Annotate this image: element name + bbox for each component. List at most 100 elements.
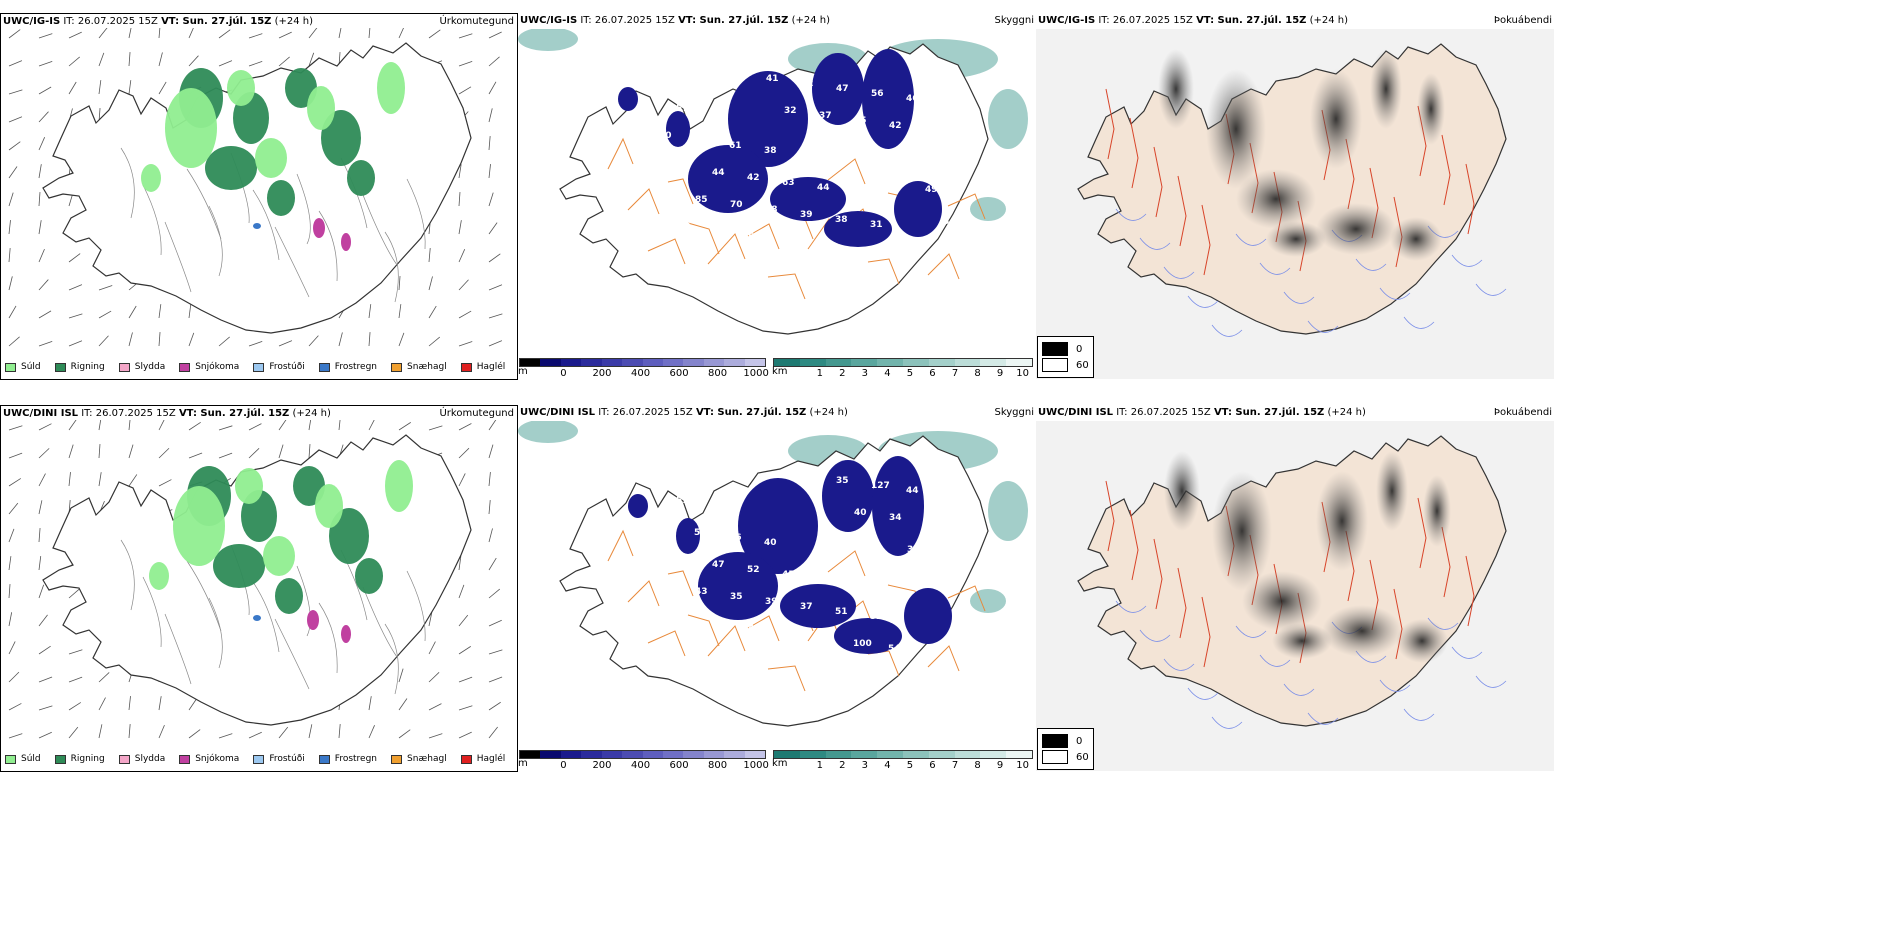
colorbar-tick-label: 10 bbox=[1016, 760, 1029, 771]
road-line bbox=[867, 258, 900, 285]
wind-barb bbox=[368, 696, 372, 711]
road-line bbox=[947, 585, 986, 612]
road-line bbox=[927, 253, 960, 280]
wind-barb bbox=[158, 724, 165, 739]
wind-barb bbox=[68, 726, 79, 739]
visibility-value: 47 bbox=[836, 84, 849, 94]
legend-label: Snæhagl bbox=[407, 754, 447, 764]
legend-label: Frostúði bbox=[269, 754, 305, 764]
colorbar-ticks: 0 200 400 600 800 1000 bbox=[519, 759, 769, 772]
wind-barb bbox=[458, 310, 472, 319]
fog-legend-row: 0 bbox=[1042, 734, 1089, 748]
visibility-value: 70 bbox=[730, 200, 743, 210]
road-line bbox=[627, 188, 660, 215]
fog-area bbox=[1272, 623, 1332, 659]
visibility-value: 36 bbox=[731, 259, 744, 269]
fog-area bbox=[1417, 73, 1445, 145]
fog-area bbox=[1266, 221, 1326, 257]
river-line bbox=[1379, 287, 1411, 300]
fog-area bbox=[1310, 69, 1362, 169]
wind-barb bbox=[158, 52, 163, 67]
wind-barb bbox=[68, 313, 83, 319]
legend-label: Rigning bbox=[70, 362, 105, 372]
wind-barb bbox=[308, 420, 312, 431]
wind-barb bbox=[38, 448, 50, 459]
visibility-km-colorbar: km 1 2 3 4 5 6 7 8 9 10 bbox=[772, 750, 1033, 772]
visibility-value: 39 bbox=[837, 143, 850, 153]
wind-barb bbox=[68, 676, 83, 683]
river-line bbox=[406, 570, 426, 642]
fog-legend-swatch bbox=[1042, 750, 1068, 764]
wind-barb bbox=[68, 253, 81, 263]
colorbar-tick-label: 600 bbox=[669, 368, 689, 379]
wind-barb bbox=[128, 444, 134, 459]
wind-barb bbox=[248, 33, 263, 39]
precip-area bbox=[347, 160, 375, 196]
legend-swatch bbox=[318, 754, 330, 764]
visibility-value: 47 bbox=[872, 148, 885, 158]
river-line bbox=[142, 184, 162, 256]
river-line bbox=[1307, 712, 1339, 725]
road-line bbox=[1153, 146, 1163, 218]
wind-barb bbox=[98, 420, 102, 431]
wind-barb bbox=[428, 703, 442, 711]
river-line bbox=[164, 221, 192, 293]
visibility-m-area bbox=[728, 71, 808, 167]
wind-barb bbox=[488, 676, 503, 683]
wind-barb bbox=[8, 192, 14, 207]
wind-barb bbox=[428, 612, 433, 627]
fog-area bbox=[1370, 49, 1402, 129]
visibility-value: 38 bbox=[764, 146, 777, 156]
wind-barb bbox=[488, 136, 491, 151]
road-line bbox=[647, 630, 686, 657]
colorbar-swatches bbox=[773, 358, 1033, 367]
precip-type-legend: Súld Rigning Slydda Snjókoma Frostúði Frostre… bbox=[5, 362, 517, 372]
wind-barb bbox=[488, 192, 494, 207]
road-line bbox=[827, 550, 866, 577]
legend-swatch bbox=[179, 362, 191, 372]
visibility-value: 53 bbox=[694, 528, 707, 538]
road-line bbox=[927, 645, 960, 672]
wind-barb bbox=[128, 332, 133, 347]
wind-barb bbox=[458, 731, 472, 739]
fog-legend-label: 60 bbox=[1076, 359, 1089, 371]
precip-area bbox=[377, 62, 405, 114]
fog-legend-swatch bbox=[1042, 734, 1068, 748]
wind-barb bbox=[398, 332, 405, 347]
colorbar-swatches bbox=[519, 358, 766, 367]
panel-title: Skyggni bbox=[994, 15, 1034, 26]
wind-barb bbox=[488, 444, 494, 459]
wind-barb bbox=[428, 336, 441, 347]
wind-barb bbox=[128, 420, 131, 431]
visibility-value: 46 bbox=[906, 94, 919, 104]
visibility-map: 53 66 38 44 31 39 57 61 63 38 48 36 64 42 39 43 46 70 44 38… bbox=[518, 29, 1028, 335]
colorbar-tick-label: 1000 bbox=[743, 760, 769, 771]
wind-barb bbox=[368, 28, 371, 39]
wind-barb bbox=[8, 166, 18, 179]
visibility-m-area bbox=[812, 53, 864, 125]
colorbar-tick-label: 9 bbox=[996, 368, 1004, 379]
river-line bbox=[208, 205, 223, 277]
precip-area bbox=[235, 468, 263, 504]
visibility-km-area bbox=[988, 481, 1028, 541]
fog-index-legend: 0 60 bbox=[1037, 336, 1094, 378]
precip-type-legend: Súld Rigning Slydda Snjókoma Frostúði Frostre… bbox=[5, 754, 517, 764]
legend-swatch bbox=[54, 754, 66, 764]
panel-header: UWC/DINI ISL IT: 26.07.2025 15Z VT: Sun.… bbox=[520, 407, 848, 418]
fog-area bbox=[1316, 471, 1368, 571]
visibility-m-area bbox=[862, 49, 914, 149]
visibility-value: 66 bbox=[711, 109, 724, 119]
river-line bbox=[1451, 646, 1483, 659]
visibility-km-area bbox=[518, 29, 578, 51]
wind-barb bbox=[98, 697, 106, 711]
precip-area bbox=[267, 180, 295, 216]
wind-barb bbox=[38, 500, 43, 515]
river-line bbox=[1283, 291, 1315, 304]
road-line bbox=[667, 570, 694, 597]
visibility-value: 48 bbox=[888, 252, 901, 262]
river-line bbox=[1115, 600, 1147, 613]
wind-barb bbox=[218, 733, 233, 739]
visibility-value: 32 bbox=[784, 106, 797, 116]
fog-legend-swatch bbox=[1042, 342, 1068, 356]
panel-title: Skyggni bbox=[994, 407, 1034, 418]
